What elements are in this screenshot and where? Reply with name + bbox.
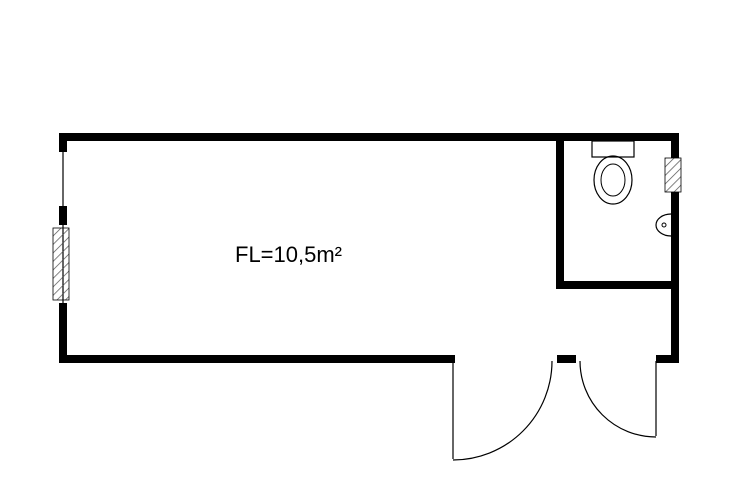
floor-plan-canvas: FL=10,5m² xyxy=(0,0,750,500)
area-label: FL=10,5m² xyxy=(235,242,342,268)
bathroom-west-wall xyxy=(556,141,564,289)
stub-under-main-door-left xyxy=(449,355,455,363)
window-left-lower-hatch xyxy=(53,228,69,300)
floor-plan-svg xyxy=(0,0,750,500)
bathroom-south-wall xyxy=(556,281,679,289)
background xyxy=(0,0,750,500)
vent-right-hatch xyxy=(665,158,681,192)
